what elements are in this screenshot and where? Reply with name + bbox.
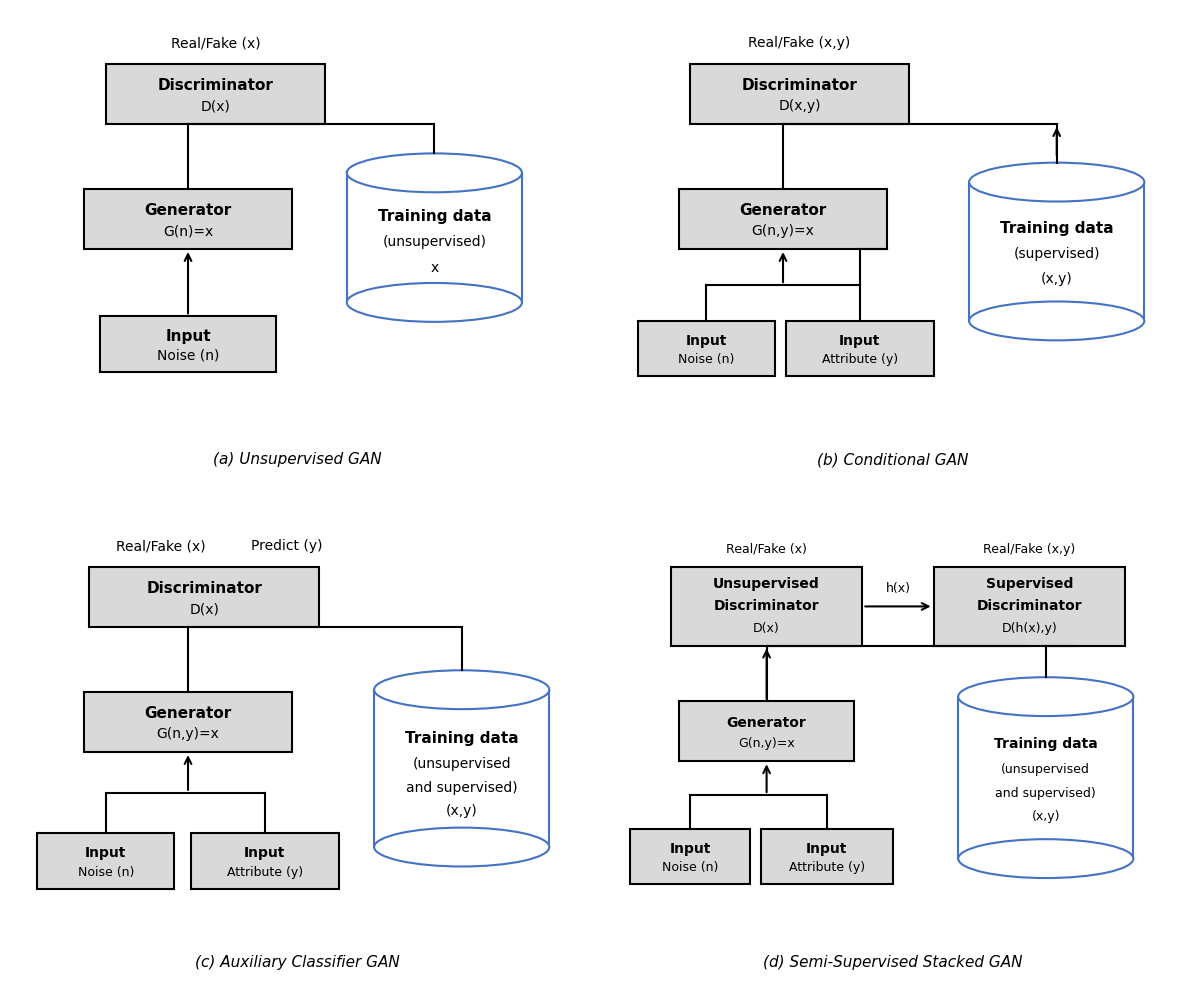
Text: G(n)=x: G(n)=x — [163, 224, 213, 238]
FancyBboxPatch shape — [89, 567, 319, 628]
Text: Discriminator: Discriminator — [714, 600, 820, 614]
Text: Real/Fake (x,y): Real/Fake (x,y) — [983, 542, 1076, 555]
Text: Training data: Training data — [994, 737, 1097, 751]
Text: (supervised): (supervised) — [1014, 246, 1100, 261]
Text: Input: Input — [806, 842, 847, 855]
Text: Real/Fake (x): Real/Fake (x) — [170, 36, 261, 50]
Text: (b) Conditional GAN: (b) Conditional GAN — [816, 453, 969, 467]
Text: x: x — [431, 261, 438, 275]
Ellipse shape — [969, 302, 1145, 340]
Text: Real/Fake (x,y): Real/Fake (x,y) — [749, 36, 851, 50]
Text: Real/Fake (x): Real/Fake (x) — [115, 539, 206, 553]
Text: Training data: Training data — [1000, 221, 1114, 235]
Text: Real/Fake (x): Real/Fake (x) — [726, 542, 807, 555]
FancyBboxPatch shape — [934, 567, 1126, 646]
Text: Training data: Training data — [405, 730, 519, 745]
Text: Noise (n): Noise (n) — [77, 865, 134, 878]
FancyBboxPatch shape — [84, 692, 292, 752]
Bar — [346, 173, 522, 303]
Text: (c) Auxiliary Classifier GAN: (c) Auxiliary Classifier GAN — [195, 956, 400, 970]
Text: D(x): D(x) — [753, 622, 779, 635]
Bar — [958, 696, 1133, 859]
Ellipse shape — [958, 677, 1133, 716]
Text: D(x): D(x) — [189, 603, 219, 617]
Text: Supervised: Supervised — [985, 577, 1073, 592]
Text: Input: Input — [244, 846, 286, 860]
Text: (unsupervised): (unsupervised) — [382, 235, 487, 249]
Text: Attribute (y): Attribute (y) — [821, 353, 897, 366]
Text: Attribute (y): Attribute (y) — [226, 865, 302, 878]
Text: Input: Input — [86, 846, 126, 860]
FancyBboxPatch shape — [190, 833, 339, 888]
Text: h(x): h(x) — [885, 581, 910, 595]
Text: Input: Input — [839, 334, 881, 348]
Text: G(n,y)=x: G(n,y)=x — [157, 727, 219, 741]
Text: D(x): D(x) — [200, 100, 231, 114]
Text: Noise (n): Noise (n) — [678, 353, 734, 366]
FancyBboxPatch shape — [638, 321, 775, 376]
Text: Input: Input — [165, 329, 211, 344]
Text: (x,y): (x,y) — [446, 804, 477, 818]
FancyBboxPatch shape — [679, 189, 887, 249]
Text: (unsupervised: (unsupervised — [413, 757, 511, 771]
Text: Unsupervised: Unsupervised — [713, 577, 820, 592]
Text: Discriminator: Discriminator — [157, 78, 274, 94]
FancyBboxPatch shape — [671, 567, 863, 646]
Text: Predict (y): Predict (y) — [251, 539, 322, 553]
Text: Noise (n): Noise (n) — [662, 861, 718, 874]
Text: Discriminator: Discriminator — [977, 600, 1082, 614]
Text: Generator: Generator — [727, 716, 807, 730]
Text: G(n,y)=x: G(n,y)=x — [752, 224, 814, 238]
Text: D(h(x),y): D(h(x),y) — [1002, 622, 1057, 635]
Text: G(n,y)=x: G(n,y)=x — [738, 736, 795, 749]
Text: D(x,y): D(x,y) — [778, 100, 821, 114]
FancyBboxPatch shape — [100, 316, 276, 372]
Text: Generator: Generator — [739, 203, 827, 218]
FancyBboxPatch shape — [690, 64, 909, 125]
Text: and supervised): and supervised) — [995, 788, 1096, 801]
Ellipse shape — [969, 163, 1145, 201]
FancyBboxPatch shape — [84, 189, 292, 249]
FancyBboxPatch shape — [106, 64, 325, 125]
Ellipse shape — [374, 828, 550, 866]
Text: Generator: Generator — [144, 706, 232, 721]
FancyBboxPatch shape — [679, 701, 854, 762]
FancyBboxPatch shape — [630, 829, 750, 884]
Text: Noise (n): Noise (n) — [157, 348, 219, 362]
Text: Discriminator: Discriminator — [741, 78, 857, 94]
Ellipse shape — [374, 670, 550, 709]
Text: Training data: Training data — [377, 209, 491, 224]
Text: Attribute (y): Attribute (y) — [789, 861, 865, 874]
Text: Input: Input — [685, 334, 727, 348]
FancyBboxPatch shape — [785, 321, 934, 376]
Ellipse shape — [346, 283, 522, 322]
Text: (a) Unsupervised GAN: (a) Unsupervised GAN — [213, 453, 382, 467]
Bar — [969, 182, 1145, 321]
Text: Input: Input — [669, 842, 710, 855]
Text: (x,y): (x,y) — [1032, 811, 1060, 824]
Text: (d) Semi-Supervised Stacked GAN: (d) Semi-Supervised Stacked GAN — [763, 956, 1022, 970]
Text: Generator: Generator — [144, 203, 232, 218]
Text: and supervised): and supervised) — [406, 781, 518, 795]
Text: Discriminator: Discriminator — [146, 581, 262, 597]
Ellipse shape — [346, 153, 522, 192]
FancyBboxPatch shape — [762, 829, 892, 884]
Ellipse shape — [958, 839, 1133, 878]
Text: (x,y): (x,y) — [1041, 273, 1072, 287]
FancyBboxPatch shape — [38, 833, 175, 888]
Text: (unsupervised: (unsupervised — [1001, 764, 1090, 777]
Bar — [374, 690, 550, 847]
